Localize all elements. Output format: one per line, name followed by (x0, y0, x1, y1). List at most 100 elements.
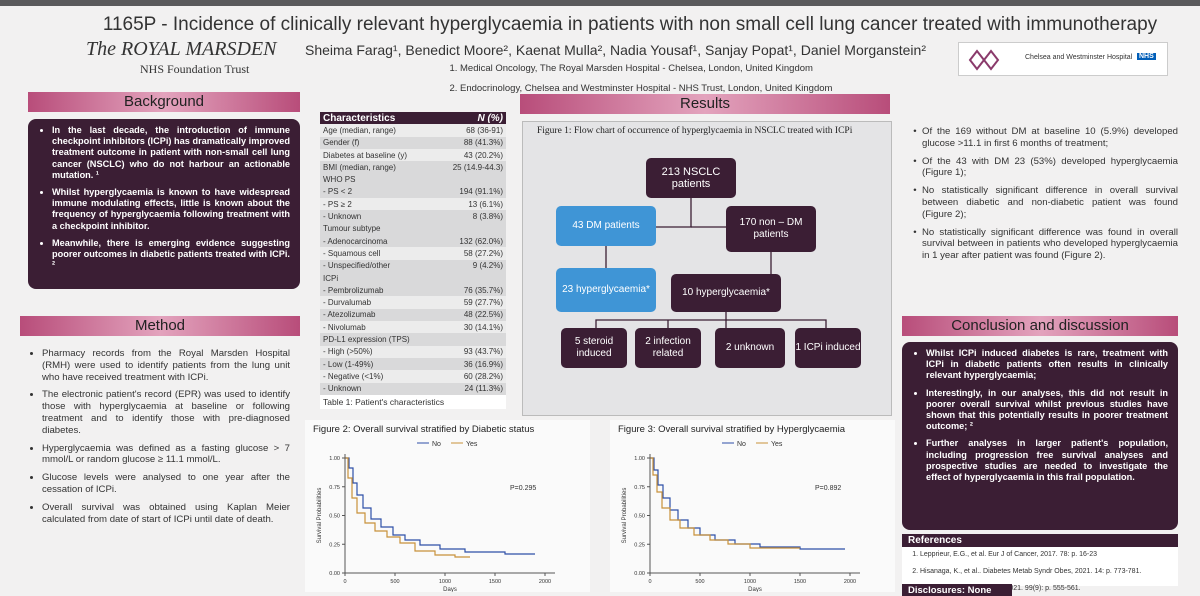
table-cell: 24 (11.3%) (464, 384, 503, 394)
table-row: - Durvalumab 59 (27.7%) (320, 296, 506, 309)
characteristics-table: Characteristics N (%) Age (median, range) 6… (320, 112, 506, 409)
table-cell: 36 (16.9%) (463, 359, 503, 369)
table-row: - Unknown 8 (3.8%) (320, 210, 506, 223)
x-axis-label: Days (443, 587, 457, 592)
table-cell: ICPi (323, 273, 339, 283)
affiliation: Endocrinology, Chelsea and Westminster H… (460, 82, 832, 96)
bullet: No statistically significant difference … (922, 185, 1178, 220)
table-cell: - Nivolumab (323, 322, 366, 332)
km-curve-no (345, 457, 535, 555)
table-row: - Nivolumab 30 (14.1%) (320, 321, 506, 334)
x-tick-label: 1000 (439, 579, 451, 585)
table-row: - PS ≥ 2 13 (6.1%) (320, 198, 506, 211)
table-row: BMI (median, range) 25 (14.9-44.3) (320, 161, 506, 174)
background-box: In the last decade, the introduction of … (28, 119, 300, 289)
section-heading: Results (520, 94, 890, 114)
table-row: WHO PS (320, 173, 506, 186)
table-cell: 132 (62.0%) (459, 236, 503, 246)
table-cell: 43 (20.2%) (463, 150, 503, 160)
table-row: Diabetes at baseline (y) 43 (20.2%) (320, 148, 506, 162)
figure-title: Figure 2: Overall survival stratified by… (313, 424, 534, 435)
y-tick-label: 0.00 (634, 571, 645, 577)
bullet: Of the 43 with DM 23 (53%) developed hyp… (922, 156, 1178, 180)
bullet: Meanwhile, there is emerging evidence su… (52, 238, 290, 272)
table-cell: 8 (3.8%) (472, 212, 503, 222)
affiliations: Medical Oncology, The Royal Marsden Hosp… (420, 62, 832, 102)
y-tick-label: 0.75 (329, 485, 340, 491)
poster: 1165P - Incidence of clinically relevant… (0, 6, 1200, 596)
table-cell: 25 (14.9-44.3) (452, 162, 503, 172)
logo: Chelsea and Westminster Hospital NHS (958, 42, 1168, 76)
y-tick-label: 0.50 (634, 514, 645, 520)
authors: Sheima Farag¹, Benedict Moore², Kaenat M… (305, 42, 926, 58)
flow-node: 23 hyperglycaemia* (556, 268, 656, 312)
km-curve-yes (650, 457, 800, 549)
table-row: Age (median, range) 68 (36-91) (320, 124, 506, 137)
table: Characteristics N (%) Age (median, range) 6… (320, 112, 506, 395)
y-tick-label: 0.00 (329, 571, 340, 577)
bullet: Of the 169 without DM at baseline 10 (5.… (922, 126, 1178, 150)
y-tick-label: 1.00 (634, 456, 645, 462)
table-cell: 9 (4.2%) (472, 261, 503, 271)
table-row: - Unknown 24 (11.3%) (320, 382, 506, 395)
y-axis-label: Survival Probabilities (622, 488, 628, 544)
disclosures: Disclosures: None (902, 584, 1012, 596)
x-tick-label: 1500 (489, 579, 501, 585)
bullet: Glucose levels were analysed to one year… (42, 472, 290, 496)
table-cell: 88 (41.3%) (463, 138, 503, 148)
flow-node: 213 NSCLC patients (646, 158, 736, 198)
table-cell: WHO PS (323, 175, 356, 185)
section-heading: Conclusion and discussion (902, 316, 1178, 336)
bullet: Interestingly, in our analyses, this did… (926, 388, 1168, 433)
table-cell: BMI (median, range) (323, 162, 396, 172)
logo-badge: NHS (1137, 53, 1156, 60)
bullet: Overall survival was obtained using Kapl… (42, 502, 290, 526)
flow-node: 43 DM patients (556, 206, 656, 246)
km-curve-yes (345, 457, 470, 558)
table-cell: - Negative (<1%) (323, 371, 384, 381)
legend-entry: No (432, 441, 441, 448)
logo-text: Chelsea and Westminster Hospital (1025, 54, 1133, 61)
bullet: The electronic patient's record (EPR) wa… (42, 389, 290, 436)
x-tick-label: 0 (648, 579, 651, 585)
table-cell: Age (median, range) (323, 125, 396, 135)
km-curve-no (650, 457, 845, 550)
figure1-panel: Figure 1: Flow chart of occurrence of hy… (522, 121, 892, 416)
table-cell: 93 (43.7%) (463, 347, 503, 357)
table-cell: - PS < 2 (323, 187, 353, 197)
x-axis-label: Days (748, 587, 762, 592)
table-cell: - Squamous cell (323, 248, 381, 258)
x-tick-label: 500 (695, 579, 704, 585)
table-cell: - PS ≥ 2 (323, 199, 352, 209)
title: 1165P - Incidence of clinically relevant… (102, 14, 1158, 35)
bullet: Further analyses in larger patient's pop… (926, 438, 1168, 483)
table-row: - High (>50%) 93 (43.7%) (320, 345, 506, 358)
bullet: Whilst ICPi induced diabetes is rare, tr… (926, 348, 1168, 382)
table-row: - Unspecified/other 9 (4.2%) (320, 259, 506, 272)
x-tick-label: 2000 (844, 579, 856, 585)
table-cell: - Atezolizumab (323, 310, 376, 320)
table-row: Tumour subtype (320, 222, 506, 235)
table-cell: 59 (27.7%) (463, 298, 503, 308)
table-cell: 68 (36-91) (466, 125, 503, 135)
table-cell: Gender (f) (323, 138, 360, 148)
flow-node: 10 hyperglycaemia* (671, 274, 781, 312)
results-text: Of the 169 without DM at baseline 10 (5.… (902, 126, 1178, 268)
table-cell: - Unspecified/other (323, 261, 391, 271)
table-cell: - Low (1-49%) (323, 359, 374, 369)
table-cell: 76 (35.7%) (463, 285, 503, 295)
table-row: Gender (f) 88 (41.3%) (320, 136, 506, 149)
table-row: - Squamous cell 58 (27.2%) (320, 247, 506, 260)
y-tick-label: 0.75 (634, 485, 645, 491)
figure-caption: Figure 1: Flow chart of occurrence of hy… (537, 126, 853, 136)
flow-node: 2 infection related (635, 328, 701, 368)
x-tick-label: 0 (343, 579, 346, 585)
flow-node: 2 unknown (715, 328, 785, 368)
section-heading: Background (28, 92, 300, 112)
p-value: P=0.295 (510, 485, 536, 492)
table-row: - Adenocarcinoma 132 (62.0%) (320, 234, 506, 248)
y-axis-label: Survival Probabilities (317, 488, 323, 544)
y-tick-label: 0.50 (329, 514, 340, 520)
table-cell: - Pembrolizumab (323, 285, 384, 295)
